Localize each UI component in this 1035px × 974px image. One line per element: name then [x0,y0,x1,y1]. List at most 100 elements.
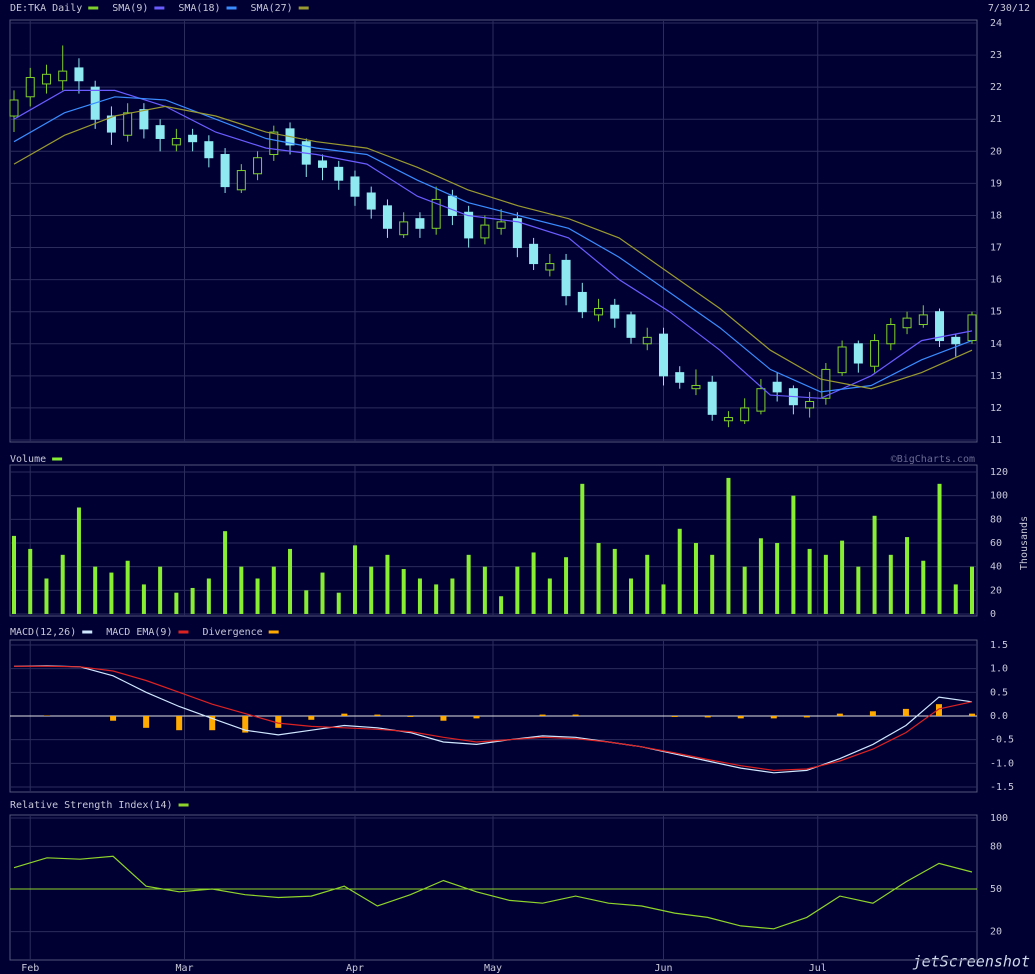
candle-body [9,99,19,117]
volume-bar [856,566,861,614]
volume-bar [515,566,520,614]
y-tick-label: 100 [990,813,1008,824]
y-tick-label: 17 [990,243,1002,254]
candle-body [139,109,149,130]
divergence-bar [803,716,810,718]
volume-bar [807,548,812,614]
volume-bar [434,584,439,614]
candle-body [853,343,863,364]
y-tick-label: 20 [990,146,1002,157]
divergence-bar [242,716,249,733]
divergence-bar [275,716,282,728]
divergence-bar [737,716,744,719]
candle-body [512,218,522,249]
candle-body [220,154,230,188]
candle-body [577,291,587,313]
y-tick-label: 0 [990,609,996,620]
macd-line [13,665,973,774]
volume-bar [823,554,828,614]
volume-bar [742,566,747,614]
volume-bar [450,578,455,614]
divergence-bar [704,716,711,718]
y-tick-label: -0.5 [990,735,1014,746]
y-tick-label: 22 [990,82,1002,93]
candle-body [594,307,604,316]
y-tick-label: 1.0 [990,664,1008,675]
candle-body [837,346,847,374]
volume-bar [320,572,325,614]
candle-body [658,333,668,377]
candle-body [480,224,490,239]
volume-bar [937,483,942,614]
y-tick-label: 14 [990,339,1002,350]
sma-line [13,96,973,393]
y-tick-label: 13 [990,371,1002,382]
candle-body [545,263,555,271]
candle-body [805,401,815,409]
watermark: jetScreenshot [913,953,1030,971]
candle-body [269,131,279,156]
volume-bar [304,590,309,614]
divergence-bar [143,716,150,728]
y-tick-label: 15 [990,307,1002,318]
volume-bar [693,543,698,614]
divergence-bar [176,716,183,731]
divergence-bar [308,716,315,720]
copyright: ©BigCharts.com [891,454,975,465]
candle-body [642,336,652,345]
candle-body [318,160,328,168]
candle-body [399,221,409,236]
volume-bar [76,507,81,614]
volume-bar [28,548,33,614]
divergence-bar [473,716,480,719]
volume-bar [775,543,780,614]
candle-body [58,70,68,82]
legend-label: Relative Strength Index(14) [10,800,173,811]
macd-line [14,665,973,772]
x-tick-label: Jun [654,963,672,974]
y-tick-label: 50 [990,884,1002,895]
y-tick-label: 20 [990,585,1002,596]
y-tick-label: 24 [990,18,1002,29]
candle-body [772,381,782,393]
volume-bar [531,552,536,614]
y-tick-label: 19 [990,178,1002,189]
volume-bar [629,578,634,614]
volume-bar [288,548,293,614]
divergence-bar [969,713,975,716]
sma-line [13,105,973,390]
candle-body [415,218,425,229]
volume-bar [661,584,666,614]
y-tick-label: 11 [990,435,1002,446]
candle-body [626,314,636,338]
volume-bar [93,566,98,614]
y-tick-label: 12 [990,403,1002,414]
divergence-bar [869,711,876,716]
y-tick-label: 20 [990,927,1002,938]
y-tick-label: 60 [990,538,1002,549]
volume-bar [710,554,715,614]
divergence-bar [374,714,381,716]
candle-body [204,141,214,159]
sma-line [13,89,973,399]
y-tick-label: 80 [990,841,1002,852]
x-tick-label: Mar [175,963,193,974]
candle-body [610,304,620,319]
volume-bar [174,592,179,614]
candle-body [967,314,977,342]
divergence-bar [671,716,678,717]
volume-bar [758,538,763,614]
candle-body [756,388,766,412]
divergence-bar [341,713,348,716]
volume-bar [905,537,910,614]
y-tick-label: 100 [990,491,1008,502]
y-tick-label: 21 [990,114,1002,125]
volume-bar [840,540,845,614]
candle-body [334,166,344,181]
divergence-bar [407,716,414,717]
volume-bar [352,545,357,614]
candle-body [171,137,181,146]
volume-bar [141,584,146,614]
candle-body [253,157,263,175]
